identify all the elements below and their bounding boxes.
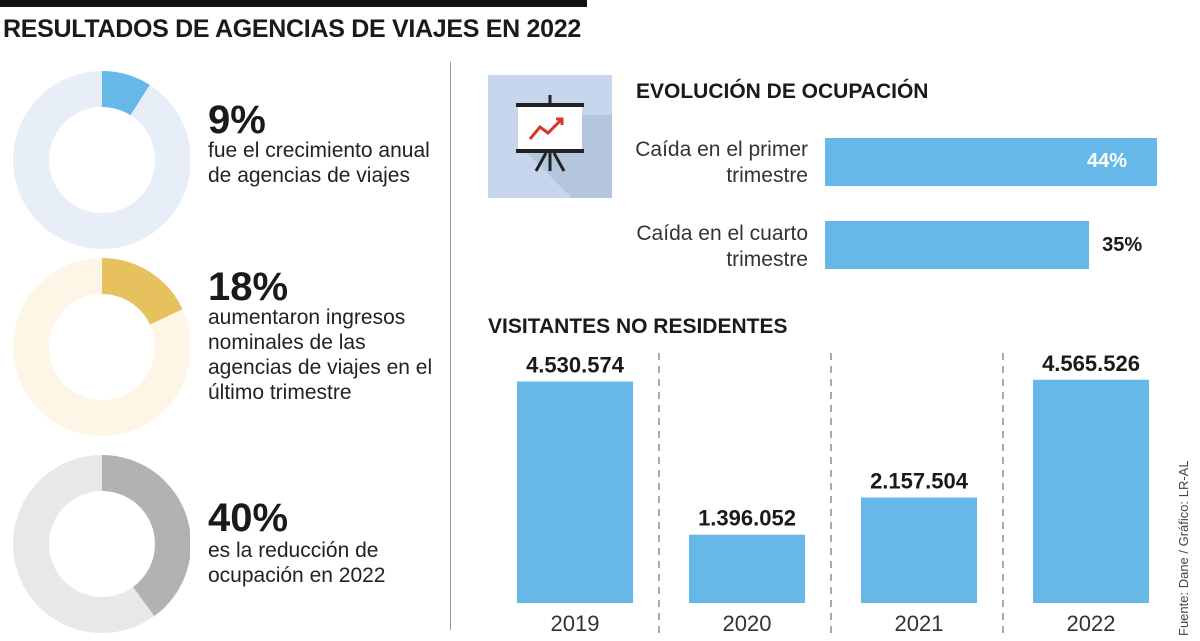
page-title: RESULTADOS DE AGENCIAS DE VIAJES EN 2022 [3,15,581,43]
occupancy-donut-arc [13,455,190,633]
visitors-bar-2021 [861,497,977,603]
occupancy-donut-chart [13,455,190,633]
visitors-bar-2019 [517,381,633,603]
occupancy-title: EVOLUCIÓN DE OCUPACIÓN [636,80,929,103]
visitors-bar-2022 [1033,379,1149,603]
visitors-bar-2020 [689,534,805,603]
revenue-donut-chart [13,258,190,436]
revenue-donut-arc [13,258,190,436]
occupancy-label-q1: Caída en el primer trimestre [635,138,808,187]
visitors-year-label-2022: 2022 [1067,611,1116,636]
growth-value: 9% [208,98,266,142]
occupancy-bar-q1 [825,138,1157,186]
presentation-chart-icon [516,95,612,198]
visitors-value-label-2022: 4.565.526 [1042,351,1140,376]
occupancy-bar-q4 [825,221,1090,269]
revenue-value: 18% [208,265,289,309]
growth-donut-arc [13,71,190,249]
visitors-year-label-2019: 2019 [551,611,600,636]
stat-revenue: 18% aumentaron ingresos nominales de las… [0,257,440,437]
stat-growth: 9% fue el crecimiento anual de agencias … [0,70,440,250]
occupancy-value-q1: 44% [1087,150,1128,172]
occupancy-label-q4: Caída en el cuarto trimestre [636,222,808,271]
source-credit: Fuente: Dane / Gráfico: LR-AL [1176,460,1191,636]
occupancy-description: es la reducción de ocupación en 2022 [208,539,386,587]
visitors-year-label-2021: 2021 [895,611,944,636]
visitors-chart-title: VISITANTES NO RESIDENTES [488,315,788,338]
visitors-value-label-2019: 4.530.574 [526,352,625,377]
top-rule [0,0,587,7]
presentation-chart-icon-box [488,75,612,198]
column-divider [450,62,451,630]
visitors-year-label-2020: 2020 [723,611,772,636]
stat-occupancy: 40% es la reducción de ocupación en 2022 [0,454,440,634]
visitors-value-label-2021: 2.157.504 [870,469,969,494]
occupancy-value-q4: 35% [1102,234,1143,256]
occupancy-value: 40% [208,496,289,540]
revenue-description: aumentaron ingresos nominales de las age… [208,306,433,404]
growth-donut-chart [13,71,190,249]
visitors-value-label-2020: 1.396.052 [698,506,796,531]
visitors-bar-chart: 4.530.574 2019 1.396.052 2020 2.157.504 2021 4… [517,351,1149,636]
growth-description: fue el crecimiento anual de agencias de … [208,139,430,187]
growth-donut-track [13,71,190,249]
